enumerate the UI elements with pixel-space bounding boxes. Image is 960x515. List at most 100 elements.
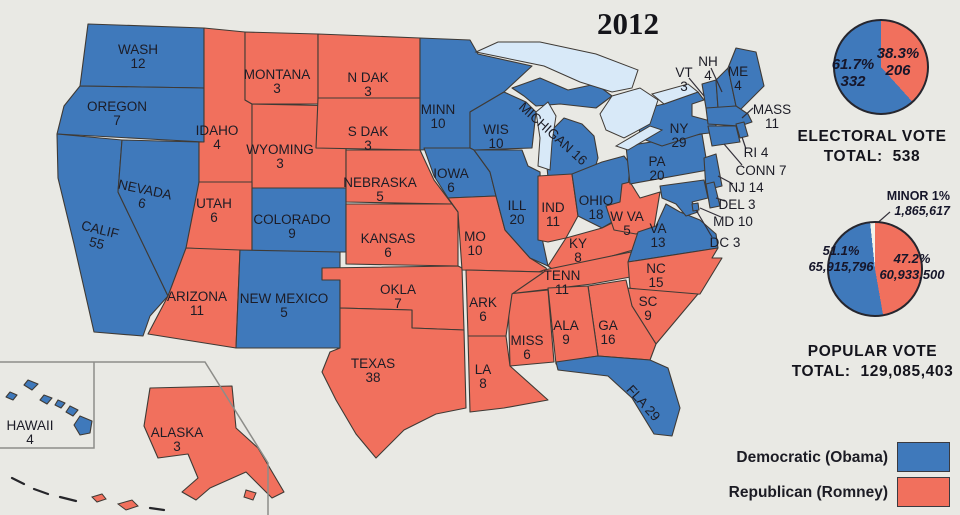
ev-democratic-label: 61.7% 332: [826, 56, 880, 90]
ev-republican-votes: 206: [885, 62, 911, 79]
state-vt: [701, 79, 719, 109]
state-ne: [345, 149, 453, 205]
state-fl: [555, 355, 681, 437]
state-id: [198, 27, 253, 183]
state-label-wa: WASH 12: [118, 42, 158, 71]
state-ak: [143, 385, 285, 501]
state-la: [467, 335, 549, 413]
electoral-vote-heading: ELECTORAL VOTE TOTAL: 538: [772, 127, 960, 167]
state-wv: [605, 181, 661, 235]
state-label-mo: MO 10: [464, 229, 486, 258]
ev-republican-label: 38.3% 206: [871, 45, 925, 79]
state-nj: [703, 153, 723, 191]
state-label-sd: S DAK 3: [348, 124, 389, 153]
state-label-ny: NY 29: [670, 121, 689, 150]
state-label-va: VA 13: [649, 221, 666, 250]
state-label-ks: KANSAS 6: [361, 231, 416, 260]
lake-michigan: [535, 101, 557, 171]
state-label-vt: VT 3: [675, 65, 692, 94]
pv-minor-label: MINOR 1% 1,865,617: [838, 189, 950, 219]
callout-line-del: [715, 197, 726, 202]
pv-democratic-label: 51.1% 65,915,796: [798, 243, 884, 275]
state-label-co: COLORADO 9: [253, 212, 330, 241]
state-or: [56, 85, 205, 143]
pv-democratic-pct: 51.1%: [822, 243, 860, 258]
state-label-az: ARIZONA 11: [167, 289, 227, 318]
map-decorations: [0, 67, 891, 515]
state-label-wv: W VA 5: [610, 209, 644, 238]
state-label-md: MD 10: [713, 214, 753, 229]
legend-democratic-swatch: [897, 442, 950, 472]
popular-vote-heading: POPULAR VOTE TOTAL: 129,085,403: [770, 342, 960, 382]
hawaii-inset-border: [0, 362, 95, 449]
popular-vote-title: POPULAR VOTE: [807, 343, 938, 360]
state-label-ky: KY 8: [569, 236, 587, 265]
state-label-de: DEL 3: [718, 197, 755, 212]
state-ms: [507, 289, 555, 367]
ev-republican-pct: 38.3%: [876, 45, 920, 62]
state-label-nj: NJ 14: [728, 180, 764, 195]
state-label-ak: ALASKA 3: [151, 425, 204, 454]
ev-democratic-pct: 61.7%: [831, 56, 875, 73]
electoral-vote-total: TOTAL: 538: [823, 148, 921, 165]
callout-line-md: [699, 207, 722, 218]
state-ct: [707, 125, 741, 147]
state-label-id: IDAHO 4: [196, 123, 239, 152]
state-ar: [465, 269, 545, 337]
state-label-ia: IOWA 6: [433, 166, 469, 195]
callout-line-dc: [695, 209, 713, 238]
pv-republican-label: 47.2% 60,933,500: [869, 251, 955, 283]
state-label-pa: PA 20: [648, 154, 665, 183]
state-label-ne: NEBRASKA 5: [343, 175, 417, 204]
state-az: [147, 247, 241, 349]
electoral-vote-title: ELECTORAL VOTE: [797, 128, 947, 145]
callout-line-nj: [717, 175, 734, 185]
lake-superior: [474, 41, 639, 93]
state-label-tn: TENN 11: [544, 268, 581, 297]
electoral-vote-pie: [833, 19, 929, 115]
pv-republican-votes: 60,933,500: [879, 267, 945, 282]
state-label-or: OREGON 7: [87, 99, 147, 128]
state-label-oh: OHIO 18: [579, 193, 614, 222]
state-label-sc: SC 9: [639, 294, 658, 323]
state-label-wi: WIS 10: [483, 122, 509, 151]
pv-democratic-votes: 65,915,796: [808, 259, 874, 274]
state-label-wy: WYOMING 3: [246, 142, 314, 171]
map-title: 2012: [597, 6, 659, 41]
state-label-nc: NC 15: [646, 261, 666, 290]
popular-vote-total: TOTAL: 129,085,403: [791, 363, 954, 380]
state-label-ar: ARK 6: [469, 295, 497, 324]
state-label-ok: OKLA 7: [380, 282, 416, 311]
alaska-inset-border: [0, 361, 269, 515]
lake-ontario: [650, 83, 700, 105]
state-hi: [5, 379, 93, 436]
state-label-mn: MINN 10: [421, 102, 456, 131]
state-label-nh: NH 4: [698, 54, 718, 83]
state-tx: [321, 307, 467, 459]
pv-minor-title: MINOR 1%: [886, 189, 950, 203]
state-label-dc: DC 3: [710, 235, 741, 250]
callout-line-conn: [723, 143, 743, 166]
state-label-nd: N DAK 3: [347, 70, 388, 99]
callout-line-mass: [741, 107, 754, 119]
state-dc: [691, 202, 700, 212]
great-lakes: [474, 41, 700, 171]
state-mt: [244, 31, 319, 105]
aleutian-chain-marks: [10, 476, 166, 512]
callout-line-nh: [710, 67, 723, 93]
state-label-ri: RI 4: [744, 145, 769, 160]
callout-line-ri: [741, 136, 747, 150]
state-label-ma: MASS 11: [753, 102, 791, 131]
state-label-ms: MISS 6: [510, 333, 543, 362]
pv-republican-pct: 47.2%: [893, 251, 931, 266]
state-ks: [345, 203, 459, 267]
state-label-ga: GA 16: [598, 318, 618, 347]
state-label-il: ILL 20: [508, 198, 527, 227]
callout-line-vt: [688, 77, 705, 97]
legend-republican-label: Republican (Romney): [728, 484, 888, 501]
lake-erie: [614, 125, 664, 151]
state-label-in: IND 11: [541, 200, 565, 229]
legend-democratic-label: Democratic (Obama): [736, 449, 888, 466]
